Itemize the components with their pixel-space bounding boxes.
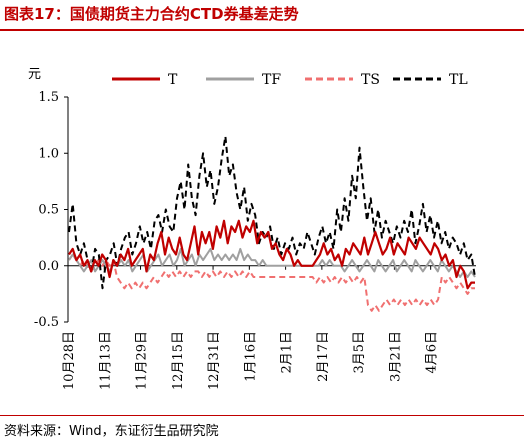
series-line-t bbox=[68, 219, 475, 290]
source-note: 资料来源：Wind，东证衍生品研究院 bbox=[4, 424, 219, 439]
x-tick-label: 3月5日 bbox=[352, 331, 367, 374]
x-tick-label: 1月16日 bbox=[243, 331, 258, 382]
x-tick-label: 4月6日 bbox=[425, 331, 440, 374]
series-line-ts bbox=[68, 253, 475, 312]
y-tick-label: 0.5 bbox=[38, 203, 59, 218]
series-line-tf bbox=[68, 247, 476, 278]
x-tick-label: 2月1日 bbox=[280, 331, 295, 374]
x-tick-label: 3月21日 bbox=[388, 331, 403, 382]
legend-label-tl: TL bbox=[449, 72, 468, 88]
y-tick-label: -0.5 bbox=[34, 315, 59, 330]
y-tick-label: 1.5 bbox=[38, 90, 59, 105]
footer-divider bbox=[0, 415, 524, 416]
legend-label-ts: TS bbox=[361, 72, 380, 88]
x-tick-label: 12月31日 bbox=[207, 331, 222, 390]
series-line-tl bbox=[68, 135, 476, 290]
y-axis-unit: 元 bbox=[28, 67, 41, 82]
figure-title: 图表17：国债期货主力合约CTD券基差走势 bbox=[4, 5, 299, 23]
legend-label-t: T bbox=[168, 72, 178, 88]
y-tick-label: 0.0 bbox=[38, 259, 59, 274]
x-tick-label: 10月28日 bbox=[62, 331, 77, 390]
legend-label-tf: TF bbox=[262, 72, 281, 88]
x-tick-label: 11月13日 bbox=[98, 331, 113, 390]
series-layer bbox=[68, 135, 476, 312]
basis-line-chart: -0.5 0.0 0.5 1.0 1.5 元 10月28日 11月13日 11月29日 12月15… bbox=[28, 67, 476, 390]
y-tick-label: 1.0 bbox=[38, 146, 59, 161]
x-tick-label: 12月15日 bbox=[171, 331, 186, 390]
x-tick-label: 2月17日 bbox=[316, 331, 331, 382]
x-tick-label: 11月29日 bbox=[135, 331, 150, 390]
chart-axes: -0.5 0.0 0.5 1.0 1.5 元 10月28日 11月13日 11月29日 12月15… bbox=[28, 67, 476, 390]
chart-legend: T TF TS TL bbox=[112, 72, 468, 88]
title-divider bbox=[0, 29, 524, 31]
